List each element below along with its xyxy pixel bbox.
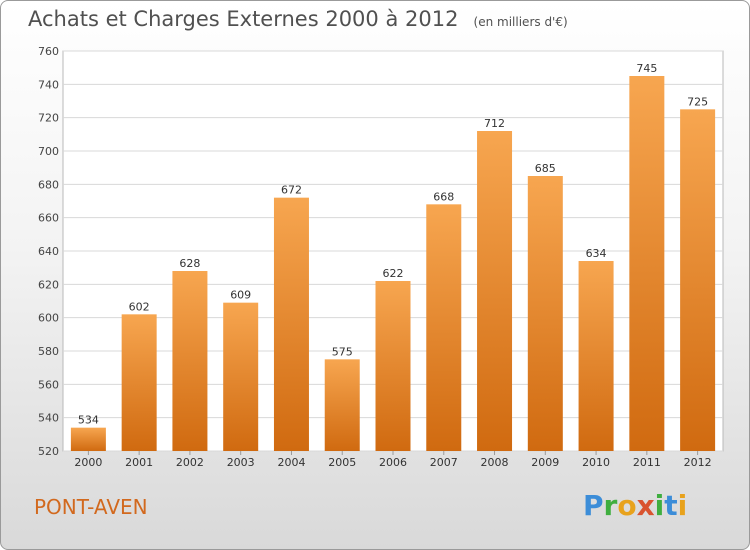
data-label-2008: 712	[484, 117, 505, 130]
bar-2010	[578, 261, 614, 451]
data-label-2004: 672	[281, 184, 302, 197]
y-tick-label: 660	[38, 212, 59, 225]
data-label-2002: 628	[179, 257, 200, 270]
data-label-2006: 622	[383, 267, 404, 280]
bar-2007	[426, 204, 462, 451]
y-tick-label: 600	[38, 312, 59, 325]
chart-subtitle: (en milliers d'€)	[473, 15, 568, 29]
x-axis-ticks: 2000 2001 2002 2003 2004 2005 2006 2007 2008 2009…	[74, 451, 712, 469]
y-tick-label: 560	[38, 378, 59, 391]
y-tick-label: 740	[38, 78, 59, 91]
bar-2009	[527, 176, 563, 451]
bar-2002	[172, 271, 208, 451]
bar-2005	[324, 359, 360, 451]
x-tick-label-2010: 2010	[582, 456, 610, 469]
data-labels: 534 602 628 609 672 575 622 668 712 685 634 745 725	[78, 62, 708, 427]
bar-2001	[121, 314, 157, 451]
y-tick-label: 620	[38, 278, 59, 291]
bar-2008	[477, 131, 513, 451]
y-axis-ticks: 520 540 560 580 600 620 640 660 680 700 720 740 760	[38, 45, 59, 458]
data-label-2011: 745	[636, 62, 657, 75]
data-label-2009: 685	[535, 162, 556, 175]
y-tick-label: 520	[38, 445, 59, 458]
data-label-2003: 609	[230, 289, 251, 302]
bar-2004	[273, 197, 309, 451]
x-tick-label-2005: 2005	[328, 456, 356, 469]
bars	[70, 76, 716, 451]
y-tick-label: 680	[38, 178, 59, 191]
x-tick-label-2001: 2001	[125, 456, 153, 469]
x-tick-label-2006: 2006	[379, 456, 407, 469]
chart-title: Achats et Charges Externes 2000 à 2012	[28, 7, 459, 31]
title-row: Achats et Charges Externes 2000 à 2012 (…	[28, 7, 568, 31]
x-tick-label-2009: 2009	[531, 456, 559, 469]
x-tick-label-2007: 2007	[430, 456, 458, 469]
y-tick-label: 720	[38, 112, 59, 125]
y-tick-label: 580	[38, 345, 59, 358]
bar-2000	[70, 427, 106, 451]
data-label-2000: 534	[78, 414, 99, 427]
bar-2012	[680, 109, 716, 451]
x-tick-label-2003: 2003	[227, 456, 255, 469]
data-label-2012: 725	[687, 95, 708, 108]
proxiti-logo: Proxiti	[583, 489, 688, 522]
data-label-2001: 602	[129, 300, 150, 313]
x-tick-label-2004: 2004	[277, 456, 305, 469]
y-tick-label: 540	[38, 412, 59, 425]
x-tick-label-2008: 2008	[481, 456, 509, 469]
y-tick-label: 700	[38, 145, 59, 158]
x-tick-label-2012: 2012	[684, 456, 712, 469]
y-tick-label: 760	[38, 45, 59, 58]
data-label-2007: 668	[433, 190, 454, 203]
location-label: PONT-AVEN	[34, 495, 148, 519]
bar-2011	[629, 76, 665, 451]
y-tick-label: 640	[38, 245, 59, 258]
x-tick-label-2000: 2000	[74, 456, 102, 469]
x-tick-label-2002: 2002	[176, 456, 204, 469]
bar-2006	[375, 281, 411, 451]
data-label-2005: 575	[332, 345, 353, 358]
data-label-2010: 634	[586, 247, 607, 260]
x-tick-label-2011: 2011	[633, 456, 661, 469]
bar-2003	[223, 302, 259, 451]
